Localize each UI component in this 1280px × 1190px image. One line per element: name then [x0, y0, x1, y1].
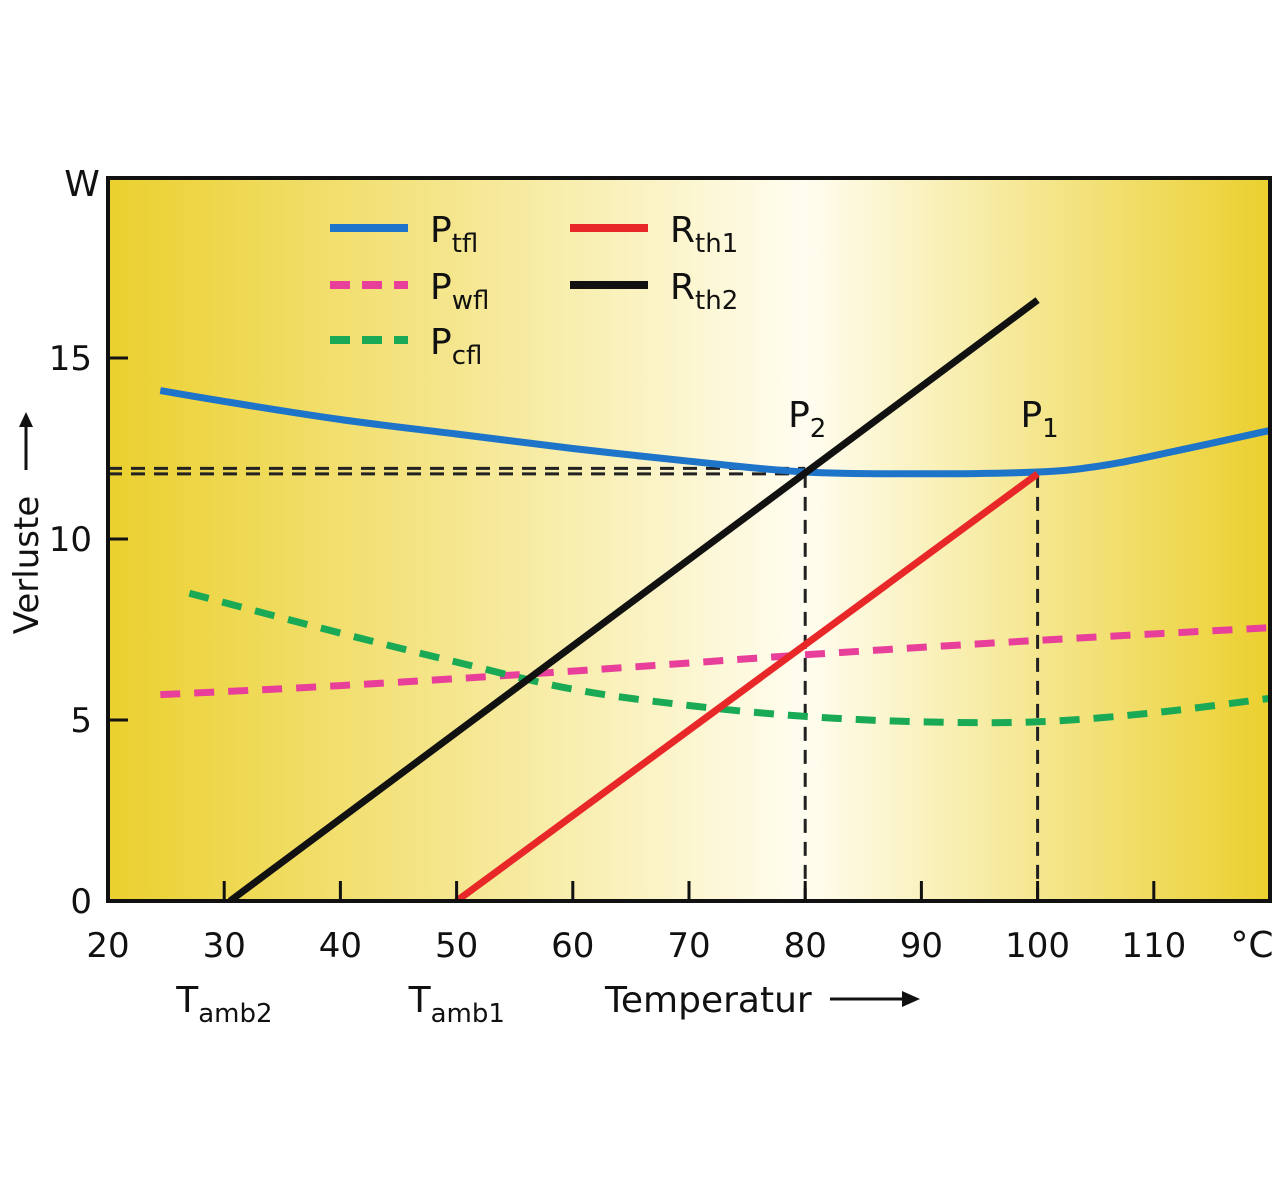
plot-background: [108, 178, 1270, 901]
y-axis-label-group: Verluste: [7, 412, 47, 634]
series-Pwfl-line: [160, 624, 1270, 699]
series-Rth2-line: [227, 297, 1040, 901]
annotation-P1-base: P: [1020, 395, 1042, 436]
legend-label-Pwfl-base: P: [430, 267, 452, 308]
y-axis-label: Verluste: [7, 496, 47, 634]
x-axis-arrow-head: [902, 991, 920, 1007]
annotation-P2-base: P: [788, 395, 810, 436]
annotation-P1: P1: [1020, 395, 1058, 444]
legend-label-Rth2-subscript: th2: [695, 286, 738, 316]
legend-label-Rth1: Rth1: [670, 210, 738, 259]
y-ticks: 0 5 10 15: [49, 339, 128, 922]
legend-label-Ptfl: Ptfl: [430, 210, 478, 259]
y-tick-label-10: 10: [49, 520, 92, 560]
y-tick-label-5: 5: [70, 701, 92, 741]
y-axis-arrow-head: [19, 412, 33, 427]
annotation-Tamb2-base: T: [175, 980, 199, 1021]
legend-label-Ptfl-subscript: tfl: [452, 229, 479, 259]
legend-label-Rth1-base: R: [670, 210, 695, 251]
legend-label-Pcfl-base: P: [430, 322, 452, 363]
x-tick-label-100: 100: [1005, 926, 1070, 966]
legend-label-Pcfl-subscript: cfl: [452, 341, 483, 371]
x-ticks: 20 30 40 50 60 70 80 90 100 110: [86, 881, 1186, 966]
annotation-Tamb2-subscript: amb2: [198, 999, 272, 1029]
x-axis-label: Temperatur: [604, 980, 812, 1021]
reference-lines: [108, 466, 1040, 901]
x-tick-label-70: 70: [667, 926, 710, 966]
x-unit: °C: [1230, 925, 1273, 966]
y-tick-label-0: 0: [70, 882, 92, 922]
x-tick-label-60: 60: [551, 926, 594, 966]
series-Pcfl-line: [188, 589, 1270, 727]
x-tick-label-20: 20: [86, 926, 129, 966]
legend-label-Ptfl-base: P: [430, 210, 452, 251]
legend-label-Pwfl-subscript: wfl: [452, 286, 490, 316]
annotation-Tamb1-subscript: amb1: [431, 999, 505, 1029]
legend-label-Rth2: Rth2: [670, 267, 738, 316]
annotation-P2: P2: [788, 395, 826, 444]
annotation-Tamb1-base: T: [408, 980, 432, 1021]
series-Ptfl-line: [159, 387, 1270, 478]
annotation-Tamb2: Tamb2: [175, 980, 272, 1029]
x-tick-label-40: 40: [319, 926, 362, 966]
annotation-P1-subscript: 1: [1042, 414, 1059, 444]
legend-label-Pcfl: Pcfl: [430, 322, 482, 371]
x-tick-label-50: 50: [435, 926, 478, 966]
y-unit: W: [64, 164, 100, 205]
legend-label-Rth2-base: R: [670, 267, 695, 308]
x-tick-label-30: 30: [203, 926, 246, 966]
legend-label-Rth1-subscript: th1: [695, 229, 738, 259]
annotation-Tamb1: Tamb1: [408, 980, 505, 1029]
y-tick-label-15: 15: [49, 339, 92, 379]
series-Rth1-line: [454, 471, 1040, 901]
series-group: [159, 297, 1270, 901]
x-tick-label-90: 90: [900, 926, 943, 966]
annotation-P2-subscript: 2: [810, 414, 827, 444]
legend-label-Pwfl: Pwfl: [430, 267, 489, 316]
x-tick-label-110: 110: [1121, 926, 1186, 966]
x-tick-label-80: 80: [784, 926, 827, 966]
